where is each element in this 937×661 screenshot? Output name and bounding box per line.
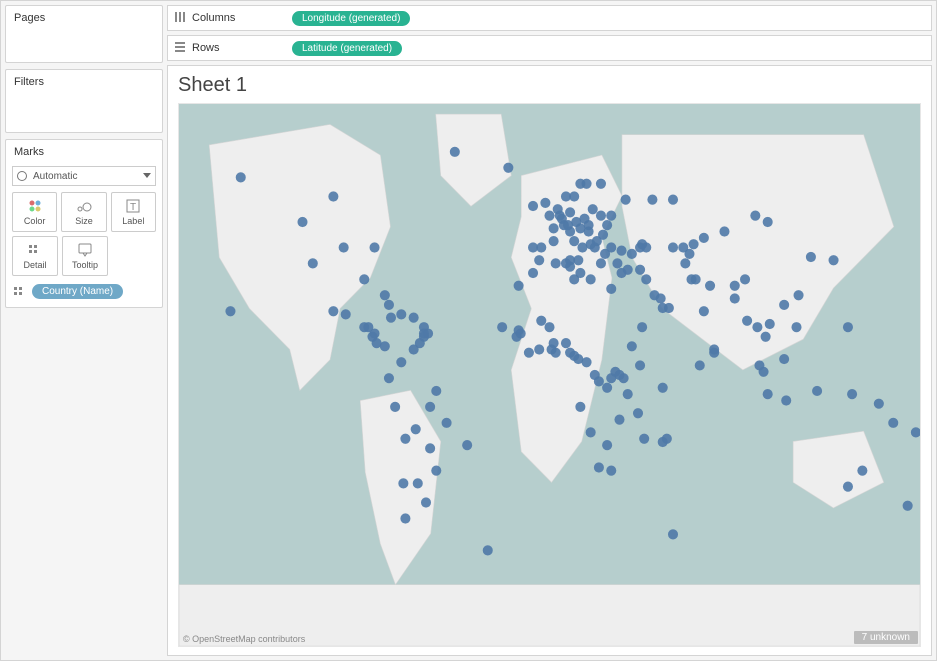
sheet-title: Sheet 1 xyxy=(178,74,921,97)
detail-pill-icon xyxy=(12,286,28,298)
mark-type-select[interactable]: Automatic xyxy=(12,166,156,186)
viz-panel: Sheet 1 © OpenStreetMap contributors 7 u… xyxy=(167,65,932,656)
rows-pill[interactable]: Latitude (generated) xyxy=(292,41,402,56)
detail-icon xyxy=(28,242,42,258)
map-view[interactable]: © OpenStreetMap contributors 7 unknown xyxy=(178,103,921,647)
columns-label: Columns xyxy=(192,12,235,24)
unknown-badge[interactable]: 7 unknown xyxy=(854,631,918,644)
filters-title: Filters xyxy=(6,70,162,94)
label-icon: T xyxy=(126,198,140,214)
size-icon xyxy=(76,198,92,214)
svg-text:T: T xyxy=(130,202,136,213)
color-button[interactable]: Color xyxy=(12,192,57,232)
world-map xyxy=(179,104,920,646)
rows-label: Rows xyxy=(192,42,220,54)
pages-title: Pages xyxy=(6,6,162,30)
color-label: Color xyxy=(24,216,46,226)
filters-panel[interactable]: Filters xyxy=(5,69,163,133)
detail-button[interactable]: Detail xyxy=(12,236,58,276)
detail-label: Detail xyxy=(23,260,46,270)
columns-shelf[interactable]: Columns Longitude (generated) xyxy=(167,5,932,31)
color-icon xyxy=(28,198,42,214)
tooltip-button[interactable]: Tooltip xyxy=(62,236,108,276)
map-attribution: © OpenStreetMap contributors xyxy=(183,634,305,644)
circle-icon xyxy=(17,171,27,181)
columns-icon xyxy=(174,11,186,26)
tooltip-icon xyxy=(78,242,92,258)
rows-icon xyxy=(174,41,186,56)
columns-pill[interactable]: Longitude (generated) xyxy=(292,11,410,26)
mark-type-label: Automatic xyxy=(33,171,77,182)
rows-shelf[interactable]: Rows Latitude (generated) xyxy=(167,35,932,61)
size-label: Size xyxy=(75,216,93,226)
chevron-down-icon xyxy=(143,173,151,178)
marks-title: Marks xyxy=(6,140,162,164)
detail-pill[interactable]: Country (Name) xyxy=(32,284,123,299)
marks-panel: Marks Automatic Color Size xyxy=(5,139,163,308)
label-button[interactable]: T Label xyxy=(111,192,156,232)
pages-panel[interactable]: Pages xyxy=(5,5,163,63)
tooltip-label: Tooltip xyxy=(72,260,98,270)
label-label: Label xyxy=(122,216,144,226)
size-button[interactable]: Size xyxy=(61,192,106,232)
